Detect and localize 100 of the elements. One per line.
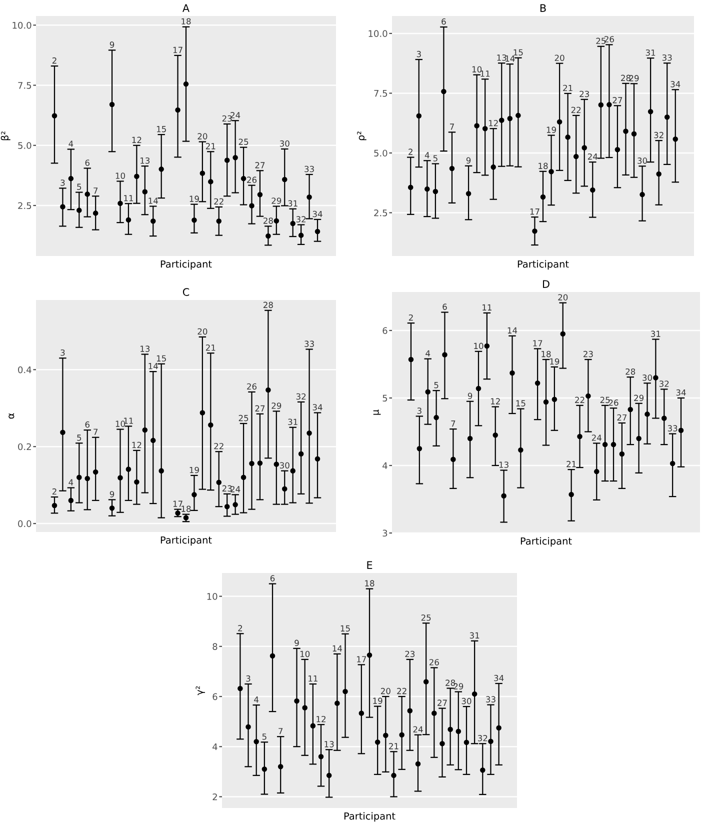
category-label: 11 bbox=[124, 195, 133, 202]
point bbox=[216, 480, 222, 486]
category-label: 26 bbox=[608, 400, 618, 406]
point bbox=[134, 479, 140, 485]
category-label: 29 bbox=[634, 394, 644, 402]
point bbox=[183, 81, 189, 87]
point bbox=[334, 700, 340, 706]
point bbox=[648, 108, 654, 114]
category-label: 6 bbox=[442, 18, 446, 25]
point bbox=[142, 427, 148, 433]
point bbox=[498, 118, 504, 123]
chart-title: E bbox=[367, 561, 372, 569]
point bbox=[246, 724, 251, 730]
point bbox=[257, 192, 263, 198]
point bbox=[374, 739, 380, 745]
category-label: 20 bbox=[558, 294, 568, 300]
point bbox=[399, 732, 404, 738]
point bbox=[640, 192, 645, 198]
point bbox=[432, 188, 438, 194]
category-label: 26 bbox=[429, 659, 439, 666]
point bbox=[568, 492, 574, 498]
point bbox=[84, 192, 90, 197]
point bbox=[548, 168, 554, 174]
point bbox=[274, 218, 280, 224]
point bbox=[306, 194, 312, 200]
category-label: 33 bbox=[304, 340, 314, 347]
y-axis-title: α bbox=[8, 413, 14, 419]
point bbox=[416, 446, 422, 452]
category-label: 2 bbox=[52, 57, 56, 64]
point bbox=[298, 451, 304, 457]
point bbox=[556, 119, 562, 125]
point bbox=[432, 710, 437, 716]
point bbox=[543, 399, 549, 405]
category-label: 22 bbox=[214, 442, 224, 450]
point bbox=[480, 768, 486, 773]
category-label: 32 bbox=[654, 132, 664, 138]
point bbox=[467, 436, 473, 442]
category-label: 4 bbox=[426, 350, 430, 356]
category-label: 30 bbox=[280, 462, 290, 469]
point bbox=[472, 691, 478, 697]
category-label: 32 bbox=[296, 216, 306, 222]
category-label: 15 bbox=[516, 400, 526, 406]
point bbox=[224, 158, 230, 163]
point bbox=[672, 136, 678, 142]
y-tick-label: 2.5 bbox=[374, 209, 388, 216]
category-label: 13 bbox=[140, 157, 150, 164]
y-tick-label: 5.0 bbox=[18, 142, 32, 149]
point bbox=[628, 406, 634, 412]
category-label: 25 bbox=[421, 614, 431, 621]
point bbox=[298, 232, 304, 238]
point bbox=[408, 356, 414, 362]
category-label: 27 bbox=[255, 162, 265, 168]
category-label: 5 bbox=[433, 155, 438, 162]
category-label: 15 bbox=[156, 126, 166, 132]
category-label: 29 bbox=[629, 75, 639, 82]
category-label: 4 bbox=[68, 479, 74, 486]
point bbox=[482, 126, 488, 132]
point bbox=[282, 176, 288, 182]
point bbox=[60, 204, 66, 210]
point bbox=[383, 732, 388, 738]
category-label: 9 bbox=[110, 491, 114, 498]
x-axis-title: Participant bbox=[160, 536, 212, 546]
category-label: 11 bbox=[482, 304, 492, 310]
category-label: 28 bbox=[264, 218, 273, 224]
point bbox=[565, 134, 570, 140]
category-label: 34 bbox=[246, 675, 259, 703]
point bbox=[490, 164, 496, 170]
category-label: 20 bbox=[380, 688, 390, 694]
chart-title: C bbox=[182, 288, 190, 296]
point bbox=[290, 468, 296, 474]
point bbox=[150, 438, 156, 444]
point bbox=[656, 171, 662, 177]
category-label: 31 bbox=[288, 418, 298, 426]
point bbox=[449, 166, 455, 172]
x-axis-title: Participant bbox=[344, 812, 396, 822]
point bbox=[270, 653, 276, 659]
category-label: 25 bbox=[238, 138, 248, 145]
point bbox=[532, 228, 538, 234]
point bbox=[636, 436, 642, 442]
point bbox=[466, 190, 472, 196]
point bbox=[450, 456, 456, 462]
point bbox=[342, 688, 348, 694]
category-label: 27 bbox=[617, 414, 627, 421]
point bbox=[476, 386, 482, 392]
point bbox=[249, 460, 254, 466]
category-label: 28 bbox=[446, 680, 456, 686]
point bbox=[92, 469, 98, 475]
point bbox=[274, 462, 280, 467]
point bbox=[326, 772, 332, 778]
y-tick-label: 3 bbox=[382, 530, 388, 537]
point bbox=[249, 203, 254, 208]
point bbox=[602, 442, 608, 448]
point bbox=[278, 764, 284, 770]
point bbox=[302, 705, 308, 710]
category-label: 24 bbox=[592, 434, 602, 441]
category-label: 13 bbox=[497, 54, 506, 61]
point bbox=[496, 725, 502, 730]
category-label: 14 bbox=[148, 198, 158, 204]
y-axis-title: γ² bbox=[196, 686, 205, 696]
point bbox=[662, 416, 667, 421]
